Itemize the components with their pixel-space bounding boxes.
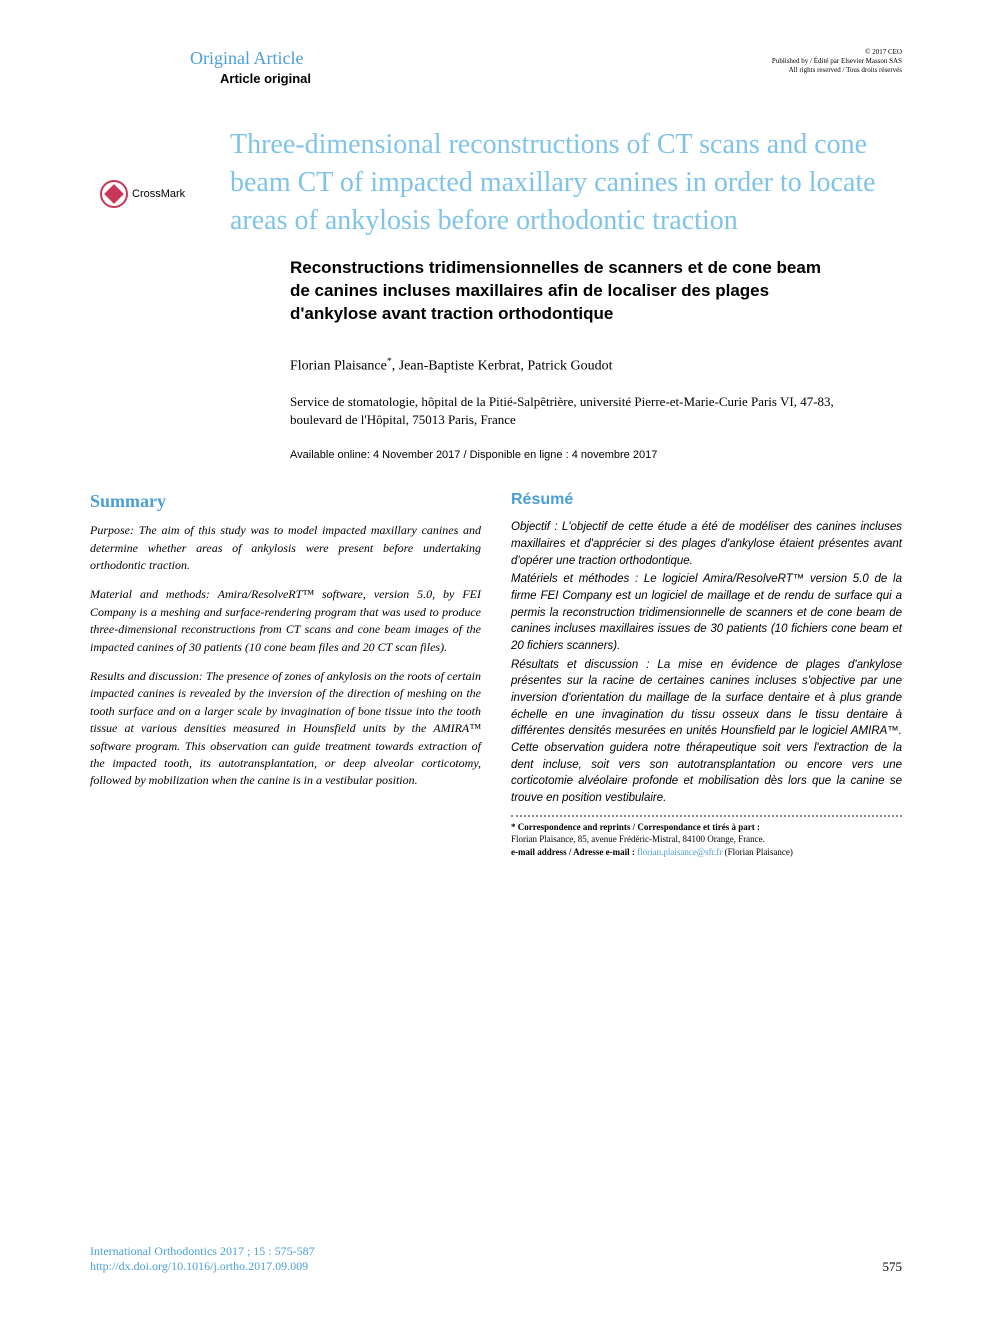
journal-citation: International Orthodontics 2017 ; 15 : 5…	[90, 1244, 315, 1260]
copyright-line: Published by / Édité par Elsevier Masson…	[772, 57, 902, 66]
copyright-block: © 2017 CEO Published by / Édité par Else…	[772, 48, 902, 75]
resume-column: Résumé Objectif : L'objectif de cette ét…	[511, 491, 902, 858]
doi-link[interactable]: http://dx.doi.org/10.1016/j.ortho.2017.0…	[90, 1259, 315, 1275]
summary-text: Purpose: The aim of this study was to mo…	[90, 522, 481, 789]
affiliation: Service de stomatologie, hôpital de la P…	[290, 393, 850, 429]
article-title-en: Three-dimensional reconstructions of CT …	[230, 126, 902, 239]
email-link[interactable]: florian.plaisance@sfr.fr	[637, 847, 722, 857]
summary-results: Results and discussion: The presence of …	[90, 668, 481, 790]
summary-heading: Summary	[90, 491, 481, 512]
resume-objectif: Objectif : L'objectif de cette étude a é…	[511, 519, 902, 569]
correspondence-address: Florian Plaisance, 85, avenue Frédéric-M…	[511, 833, 902, 846]
online-date: Available online: 4 November 2017 / Disp…	[290, 449, 902, 461]
summary-purpose: Purpose: The aim of this study was to mo…	[90, 522, 481, 574]
resume-heading: Résumé	[511, 491, 902, 509]
journal-reference: International Orthodontics 2017 ; 15 : 5…	[90, 1244, 315, 1275]
correspondence-block: * Correspondence and reprints / Correspo…	[511, 821, 902, 859]
authors: Florian Plaisance*, Jean-Baptiste Kerbra…	[290, 356, 902, 375]
article-type-en: Original Article	[190, 48, 311, 69]
title-block: Three-dimensional reconstructions of CT …	[230, 126, 902, 461]
article-title-fr: Reconstructions tridimensionnelles de sc…	[290, 257, 830, 326]
correspondence-label: * Correspondence and reprints / Correspo…	[511, 821, 902, 834]
separator-dots	[511, 815, 902, 817]
summary-column: Summary Purpose: The aim of this study w…	[90, 491, 481, 858]
resume-resultats: Résultats et discussion : La mise en évi…	[511, 657, 902, 807]
page-number: 575	[883, 1259, 903, 1275]
article-type-fr: Article original	[220, 71, 311, 86]
email-name: (Florian Plaisance)	[725, 847, 793, 857]
correspondence-email-row: e-mail address / Adresse e-mail : floria…	[511, 846, 902, 859]
resume-text: Objectif : L'objectif de cette étude a é…	[511, 519, 902, 806]
abstract-columns: Summary Purpose: The aim of this study w…	[90, 491, 902, 858]
header-row: Original Article Article original © 2017…	[90, 48, 902, 86]
crossmark-label: CrossMark	[132, 188, 185, 200]
article-type-block: Original Article Article original	[190, 48, 311, 86]
summary-methods: Material and methods: Amira/ResolveRT™ s…	[90, 586, 481, 656]
email-label: e-mail address / Adresse e-mail :	[511, 847, 635, 857]
resume-methodes: Matériels et méthodes : Le logiciel Amir…	[511, 571, 902, 654]
crossmark-badge[interactable]: CrossMark	[100, 180, 185, 208]
copyright-line: All rights reserved / Tous droits réserv…	[772, 66, 902, 75]
page-footer: International Orthodontics 2017 ; 15 : 5…	[90, 1244, 902, 1275]
copyright-line: © 2017 CEO	[772, 48, 902, 57]
crossmark-icon	[100, 180, 128, 208]
